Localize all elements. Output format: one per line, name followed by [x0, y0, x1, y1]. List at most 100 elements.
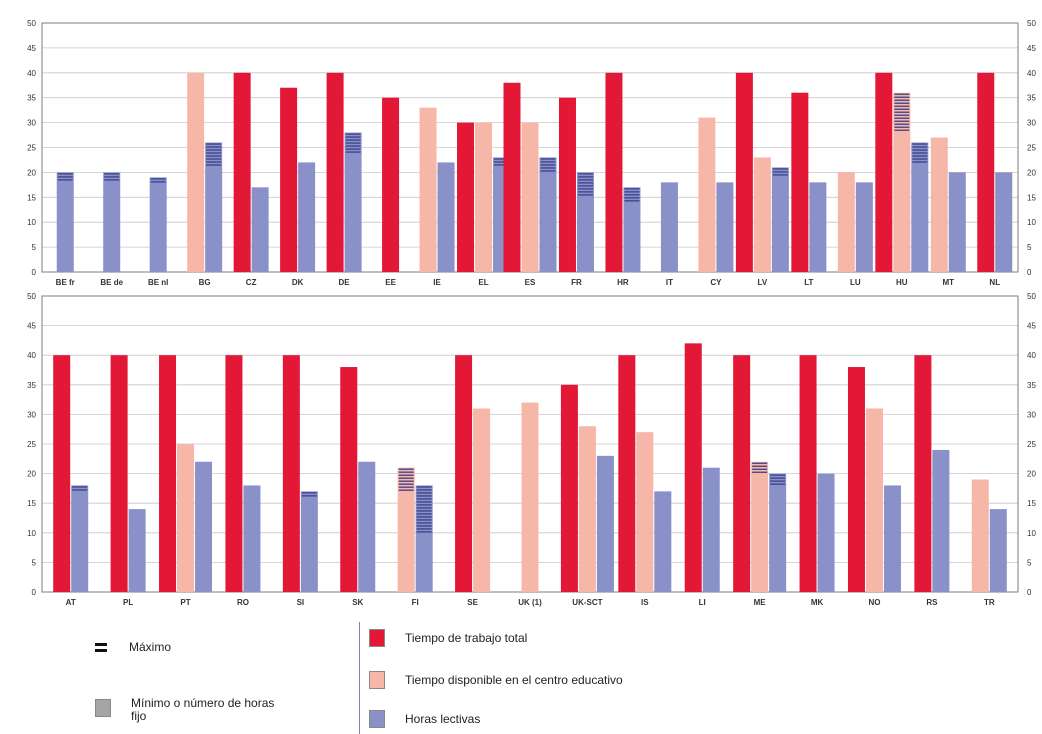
- category-label: CZ: [246, 278, 257, 287]
- bar-centro: [397, 467, 415, 592]
- bar-total: [799, 355, 817, 592]
- blue-swatch-icon: [369, 710, 385, 728]
- bar-centro: [473, 408, 491, 592]
- bar-lectivas: [195, 461, 213, 592]
- category-label: TR: [984, 598, 995, 607]
- y-tick-label-left: 15: [27, 499, 36, 508]
- category-label: AT: [66, 598, 76, 607]
- bar-centro: [893, 92, 911, 272]
- bar-lectivas: [358, 461, 376, 592]
- y-tick-label-left: 15: [27, 193, 36, 202]
- y-tick-label-right: 50: [1027, 19, 1036, 28]
- y-tick-label-left: 5: [32, 243, 37, 252]
- y-tick-label-right: 10: [1027, 529, 1036, 538]
- category-label: EE: [385, 278, 396, 287]
- bar-total: [280, 87, 298, 273]
- category-label: DK: [292, 278, 304, 287]
- y-tick-label-left: 30: [27, 410, 36, 419]
- legend-centro-label: Tiempo disponible en el centro educativo: [405, 673, 623, 687]
- y-tick-label-right: 5: [1027, 243, 1032, 252]
- y-tick-label-right: 40: [1027, 69, 1036, 78]
- bar-total: [914, 355, 932, 592]
- bar-lectivas: [932, 449, 950, 592]
- y-tick-label-right: 35: [1027, 94, 1036, 103]
- bar-centro: [187, 72, 205, 272]
- bar-lectivas: [205, 142, 223, 272]
- category-label: PL: [123, 598, 133, 607]
- bar-total: [684, 343, 702, 592]
- category-label: LI: [699, 598, 706, 607]
- bar-total: [110, 355, 128, 592]
- category-label: SI: [297, 598, 305, 607]
- bar-total: [605, 72, 623, 272]
- bar-lectivas: [911, 142, 929, 272]
- bar-total: [457, 122, 475, 272]
- bar-total: [847, 367, 865, 592]
- category-label: ES: [525, 278, 536, 287]
- y-tick-label-right: 40: [1027, 351, 1036, 360]
- bar-lectivas: [243, 485, 261, 592]
- y-tick-label-left: 40: [27, 351, 36, 360]
- y-tick-label-right: 50: [1027, 292, 1036, 301]
- bar-centro: [521, 402, 539, 592]
- bar-lectivas: [128, 509, 146, 592]
- y-tick-label-left: 0: [32, 268, 37, 277]
- bar-total: [733, 355, 751, 592]
- y-tick-label-left: 40: [27, 69, 36, 78]
- category-label: LU: [850, 278, 861, 287]
- bar-lectivas: [654, 491, 672, 592]
- category-label: CY: [710, 278, 722, 287]
- y-tick-label-right: 25: [1027, 144, 1036, 153]
- category-label: FI: [412, 598, 419, 607]
- bar-centro: [753, 157, 771, 272]
- bar-lectivas: [596, 455, 614, 592]
- category-label: BE de: [100, 278, 123, 287]
- bar-centro: [177, 444, 195, 592]
- legend-maximum-label: Máximo: [129, 640, 172, 654]
- bar-lectivas: [576, 172, 594, 272]
- y-tick-label-left: 50: [27, 19, 36, 28]
- bar-centro: [521, 122, 539, 272]
- gray-swatch-icon: [95, 699, 111, 717]
- bar-lectivas: [817, 473, 835, 592]
- y-tick-label-left: 35: [27, 381, 36, 390]
- bar-lectivas: [948, 172, 966, 272]
- category-label: NL: [989, 278, 1000, 287]
- category-label: FR: [571, 278, 582, 287]
- bar-lectivas: [989, 509, 1007, 592]
- bar-lectivas: [995, 172, 1013, 272]
- category-label: MK: [811, 598, 824, 607]
- category-label: NO: [868, 598, 880, 607]
- bar-total: [282, 355, 300, 592]
- y-tick-label-right: 20: [1027, 470, 1036, 479]
- bar-lectivas: [809, 182, 827, 272]
- bar-total: [326, 72, 344, 272]
- bar-total: [558, 97, 576, 272]
- bar-lectivas: [251, 187, 269, 272]
- y-tick-label-left: 50: [27, 292, 36, 301]
- y-tick-label-right: 45: [1027, 322, 1036, 331]
- y-tick-label-left: 45: [27, 44, 36, 53]
- category-label: HR: [617, 278, 629, 287]
- category-label: LV: [758, 278, 768, 287]
- legend-minimum-label: Mínimo o número de horas fijo: [131, 696, 275, 723]
- legend-total: Tiempo de trabajo total: [369, 629, 527, 647]
- pink-swatch-icon: [369, 671, 385, 689]
- double-dash-icon: [95, 641, 107, 653]
- bar-lectivas: [344, 132, 362, 272]
- y-tick-label-left: 20: [27, 470, 36, 479]
- bar-total: [735, 72, 753, 272]
- y-tick-label-left: 10: [27, 218, 36, 227]
- y-tick-label-right: 20: [1027, 168, 1036, 177]
- bar-lectivas: [415, 485, 433, 592]
- category-label: DE: [339, 278, 351, 287]
- category-label: IE: [433, 278, 441, 287]
- category-label: BE fr: [56, 278, 75, 287]
- bar-lectivas: [771, 167, 789, 272]
- category-label: MT: [943, 278, 955, 287]
- bar-lectivas: [855, 182, 873, 272]
- legend-lectivas: Horas lectivas: [369, 710, 480, 728]
- category-label: RO: [237, 598, 249, 607]
- y-tick-label-right: 25: [1027, 440, 1036, 449]
- category-label: LT: [804, 278, 813, 287]
